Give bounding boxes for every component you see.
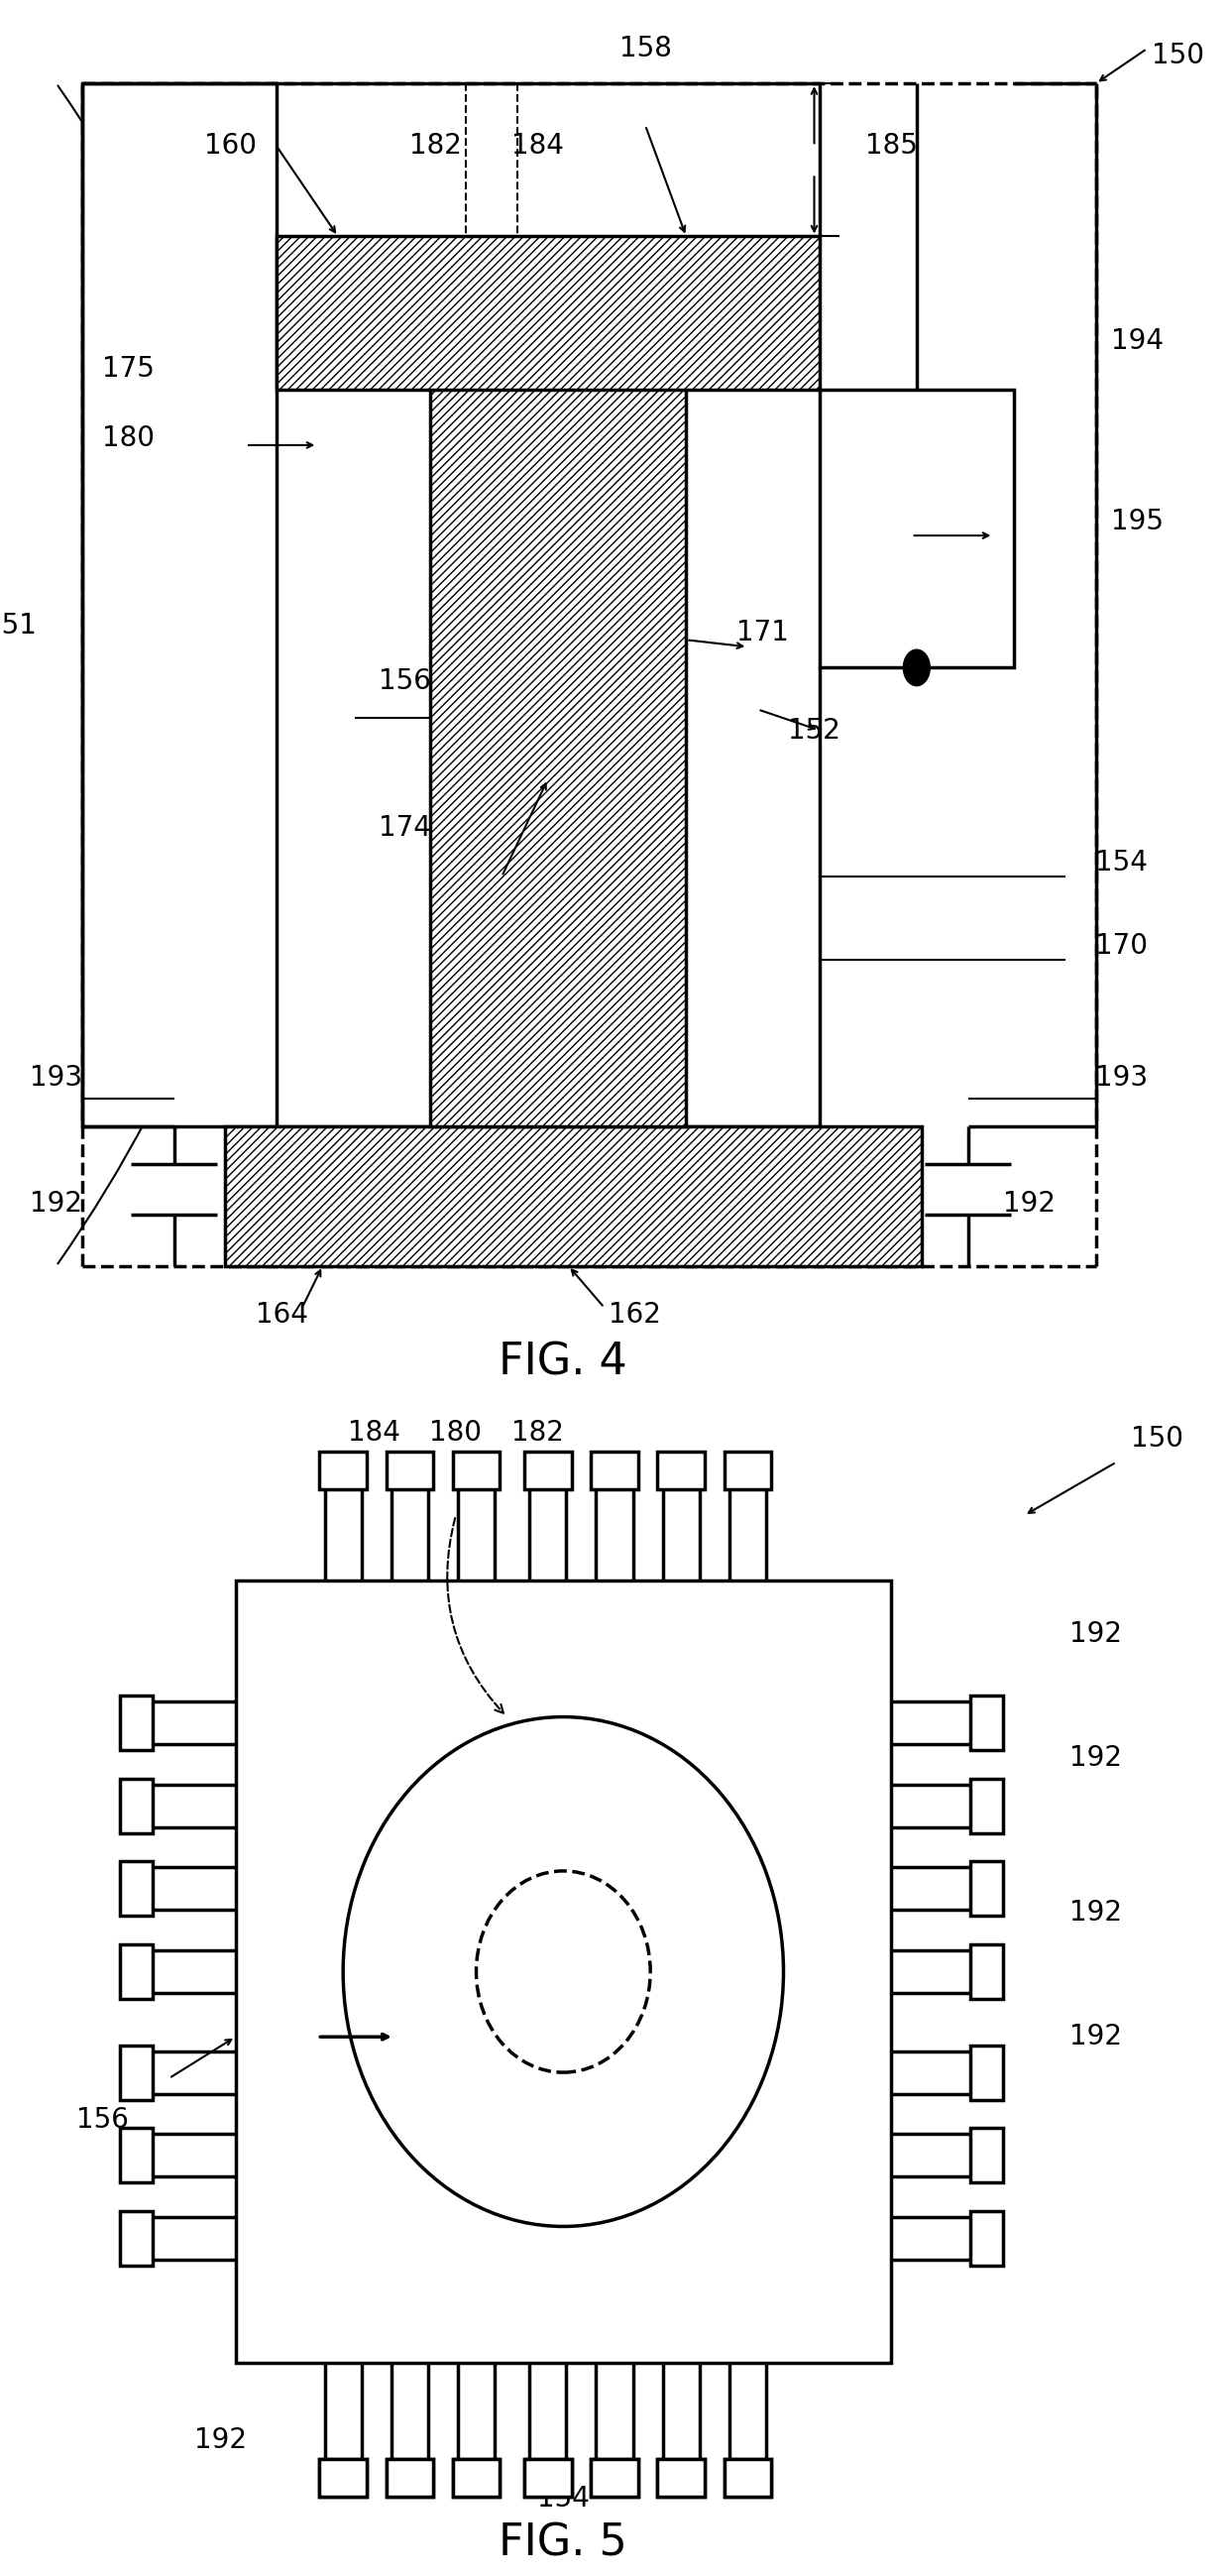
Bar xyxy=(277,237,820,389)
Text: 193: 193 xyxy=(1095,1064,1148,1092)
Bar xyxy=(386,2458,434,2496)
Text: 184: 184 xyxy=(348,1419,399,1445)
Bar xyxy=(591,2458,638,2496)
Text: 158: 158 xyxy=(619,36,671,62)
Bar xyxy=(225,1126,922,1265)
Bar xyxy=(591,2458,638,2496)
Bar xyxy=(658,2458,704,2496)
Bar xyxy=(120,1695,152,1749)
Bar xyxy=(386,2458,434,2496)
Bar xyxy=(970,1777,1003,1834)
Bar xyxy=(525,1450,571,1489)
Text: 192: 192 xyxy=(194,2427,247,2452)
Text: 195: 195 xyxy=(1111,507,1163,536)
Text: 192: 192 xyxy=(1069,1899,1122,1927)
Bar xyxy=(320,2458,366,2496)
Text: 154: 154 xyxy=(537,2486,590,2512)
Bar xyxy=(386,1450,434,1489)
Bar xyxy=(970,1695,1003,1749)
Text: 182: 182 xyxy=(511,1419,564,1445)
Bar xyxy=(120,2045,152,2099)
Bar xyxy=(724,2458,772,2496)
Bar xyxy=(970,2045,1003,2099)
Bar xyxy=(120,1862,152,1917)
Bar xyxy=(970,1945,1003,1999)
Bar xyxy=(591,1450,638,1489)
Text: 180: 180 xyxy=(429,1419,482,1445)
Text: 154: 154 xyxy=(1095,848,1148,876)
Bar xyxy=(452,1450,500,1489)
Text: 156: 156 xyxy=(76,2107,129,2133)
Text: 193: 193 xyxy=(29,1064,82,1092)
Text: 192: 192 xyxy=(1069,1620,1122,1649)
Circle shape xyxy=(903,649,930,685)
Bar xyxy=(320,1450,366,1489)
Bar xyxy=(820,389,1014,667)
Text: 180: 180 xyxy=(102,425,155,451)
Bar xyxy=(120,1777,152,1834)
Bar xyxy=(452,2458,500,2496)
Text: FIG. 4: FIG. 4 xyxy=(499,1342,628,1383)
Bar xyxy=(724,2458,772,2496)
Text: 182: 182 xyxy=(409,131,461,160)
Text: 194: 194 xyxy=(1111,327,1163,355)
Bar xyxy=(120,1945,152,1999)
Text: 164: 164 xyxy=(256,1301,307,1329)
Bar xyxy=(970,1862,1003,1917)
Text: 184: 184 xyxy=(511,131,564,160)
Text: 192: 192 xyxy=(1069,1744,1122,1772)
Text: 192: 192 xyxy=(1003,1190,1056,1216)
Text: 150: 150 xyxy=(1131,1425,1184,1453)
Bar xyxy=(658,1450,704,1489)
FancyArrowPatch shape xyxy=(58,85,263,1265)
Text: 156: 156 xyxy=(379,667,430,696)
Text: 171: 171 xyxy=(737,618,789,647)
Text: FIG. 5: FIG. 5 xyxy=(499,2522,628,2563)
Bar xyxy=(658,2458,704,2496)
Bar xyxy=(120,2128,152,2182)
Text: 151: 151 xyxy=(0,613,37,639)
Bar xyxy=(120,2210,152,2264)
Text: 150: 150 xyxy=(1152,41,1204,70)
Text: 174: 174 xyxy=(379,814,430,842)
Bar xyxy=(970,2128,1003,2182)
Bar xyxy=(525,2458,571,2496)
FancyArrowPatch shape xyxy=(447,1517,504,1713)
Bar xyxy=(82,82,277,1126)
Bar xyxy=(970,2210,1003,2264)
Text: 152: 152 xyxy=(788,716,841,744)
Text: 185: 185 xyxy=(865,131,917,160)
Text: 162: 162 xyxy=(608,1301,661,1329)
Text: 170: 170 xyxy=(1095,933,1148,961)
Text: 175: 175 xyxy=(102,355,154,381)
Text: 192: 192 xyxy=(29,1190,82,1216)
Bar xyxy=(430,335,686,1126)
Bar xyxy=(236,1582,891,2362)
Text: 192: 192 xyxy=(1069,2022,1122,2050)
Bar xyxy=(525,2458,571,2496)
Text: 160: 160 xyxy=(204,131,257,160)
Bar xyxy=(320,2458,366,2496)
Bar xyxy=(452,2458,500,2496)
Bar xyxy=(724,1450,772,1489)
